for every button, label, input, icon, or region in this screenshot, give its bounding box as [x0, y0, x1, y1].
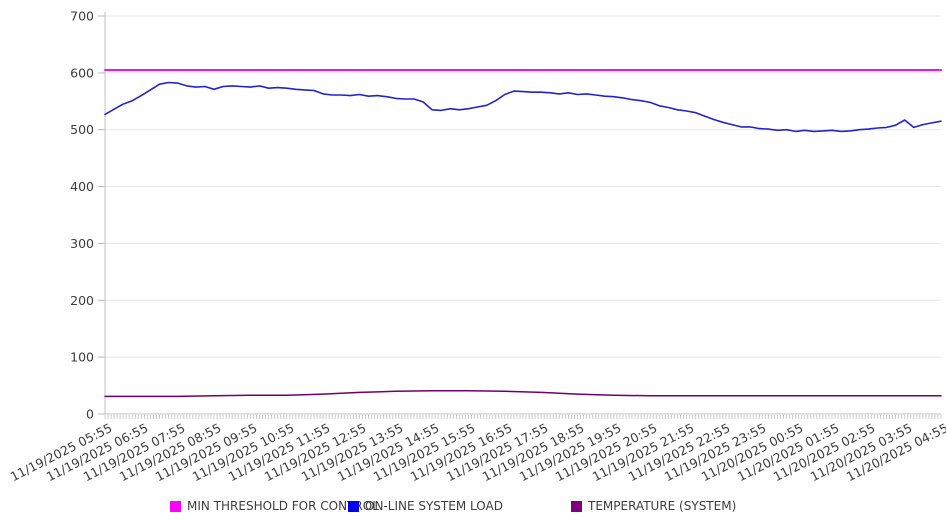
y-axis-label-300: 300 [70, 236, 94, 251]
legend-swatch-min-threshold-icon [170, 500, 181, 512]
legend-swatch-online-system-load-icon [348, 500, 359, 512]
y-axis-label-600: 600 [70, 65, 94, 80]
legend-label-online-system-load: ON-LINE SYSTEM LOAD [365, 499, 503, 513]
legend-label-temperature: TEMPERATURE (SYSTEM) [588, 499, 737, 513]
y-axis-label-500: 500 [70, 122, 94, 137]
y-axis-label-100: 100 [70, 350, 94, 365]
legend-swatch-temperature-icon [571, 500, 582, 512]
legend-item-temperature-system[interactable]: TEMPERATURE (SYSTEM) [571, 499, 736, 513]
series-line-temperature-system [104, 389, 942, 398]
legend-item-min-threshold-for-control[interactable]: MIN THRESHOLD FOR CONTROL [170, 499, 379, 513]
y-axis-label-200: 200 [70, 293, 94, 308]
y-axis-label-700: 700 [70, 9, 94, 24]
plot-area: 0 100 200 300 400 500 600 700 [70, 9, 942, 422]
series-line-on-line-system-load [104, 81, 942, 133]
y-axis-label-400: 400 [70, 179, 94, 194]
legend: MIN THRESHOLD FOR CONTROL ON-LINE SYSTEM… [0, 499, 946, 517]
y-axis-label-0: 0 [86, 407, 94, 422]
legend-label-min-threshold: MIN THRESHOLD FOR CONTROL [187, 499, 379, 513]
legend-item-online-system-load[interactable]: ON-LINE SYSTEM LOAD [348, 499, 503, 513]
x-axis-minor-ticks [104, 415, 942, 419]
